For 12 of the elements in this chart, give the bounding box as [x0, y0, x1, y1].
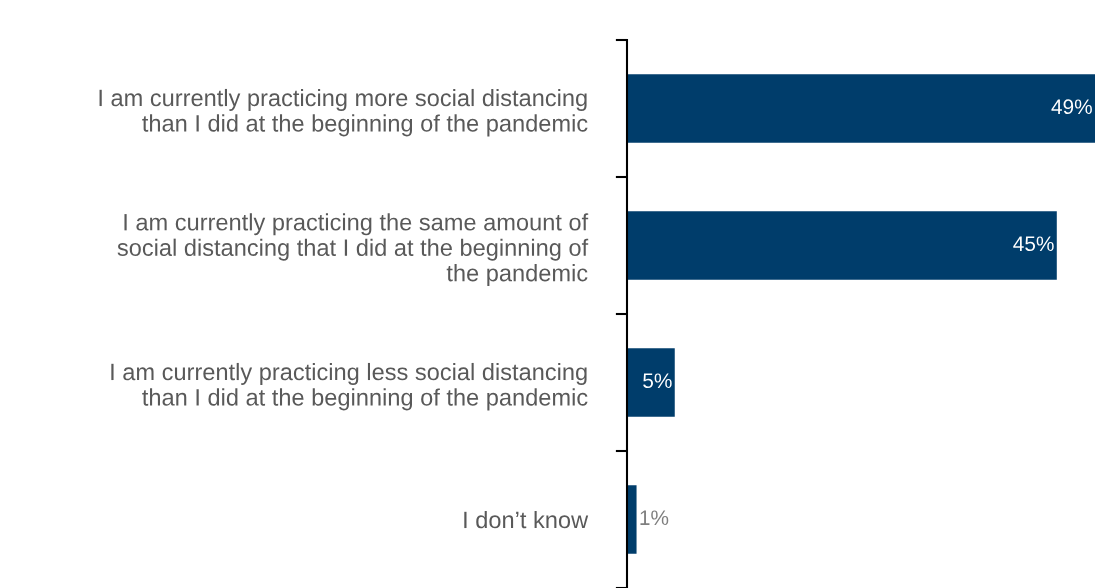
data-label: 1%: [640, 510, 669, 526]
y-tick-label: I am currently practicing more social distancing than I did at the beginning of the pandemic: [99, 88, 588, 137]
bar: [627, 485, 637, 554]
y-tick-label: I don’t know: [464, 510, 589, 529]
data-label: 5%: [643, 373, 672, 389]
bar: [627, 348, 675, 417]
data-label: 49%: [1051, 99, 1092, 115]
bar: [627, 74, 1095, 143]
y-tick-label: I am currently practicing less social distancing than I did at the beginning of the pandemic: [111, 362, 588, 411]
y-tick-label: I am currently practicing the same amount of social distancing that I did at the beginning of the pandemic: [117, 213, 589, 287]
data-label: 45%: [1013, 236, 1054, 252]
bar: [627, 211, 1057, 280]
